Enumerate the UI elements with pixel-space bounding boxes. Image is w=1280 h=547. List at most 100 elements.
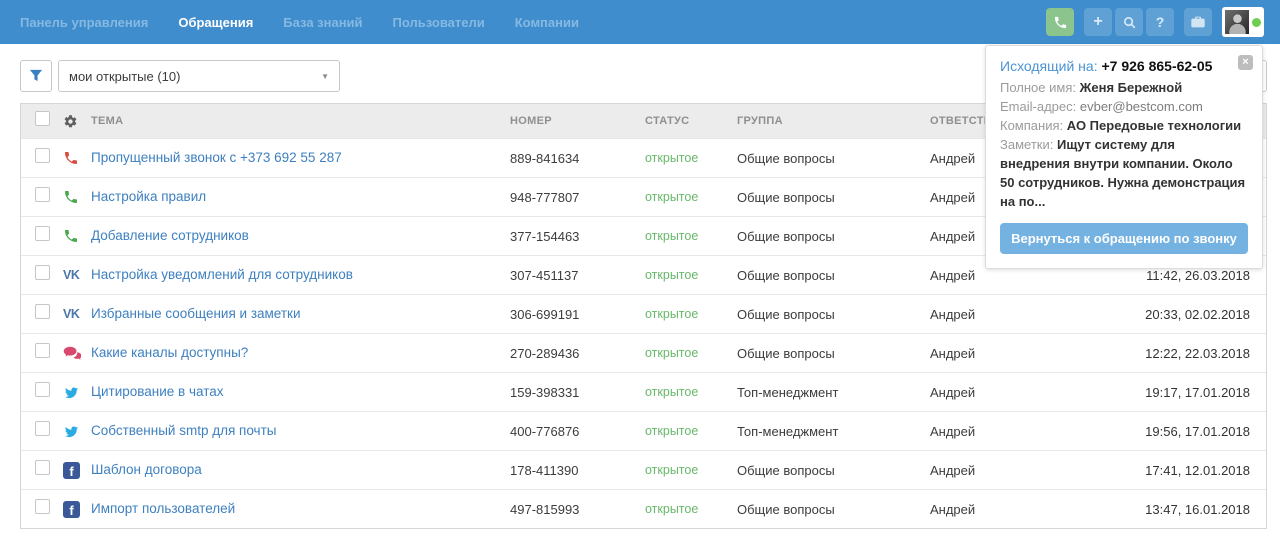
phone-icon: [1053, 15, 1068, 30]
popup-field-value: Женя Бережной: [1079, 80, 1183, 95]
filter-select[interactable]: мои открытые (10) ▼: [58, 60, 340, 92]
row-checkbox[interactable]: [35, 343, 50, 358]
ticket-status: открытое: [645, 307, 699, 321]
search-icon: [1122, 15, 1137, 30]
select-all-checkbox[interactable]: [35, 111, 50, 126]
ticket-assignee: Андрей: [930, 306, 976, 322]
ticket-number: 307-451137: [510, 267, 579, 283]
popup-field-label: Email-адрес:: [1000, 99, 1077, 114]
nav-item-label: Пользователи: [392, 14, 485, 30]
ticket-date: 13:47, 16.01.2018: [1145, 501, 1250, 517]
ticket-number: 889-841634: [510, 150, 580, 166]
ticket-topic-link[interactable]: Настройка правил: [91, 189, 207, 204]
filter-button[interactable]: [20, 60, 52, 92]
nav-actions: + ?: [1046, 7, 1264, 37]
ticket-topic-link[interactable]: Пропущенный звонок с +373 692 55 287: [91, 150, 342, 165]
row-checkbox[interactable]: [35, 460, 50, 475]
ticket-assignee: Андрей: [930, 501, 976, 517]
ticket-topic-link[interactable]: Шаблон договора: [91, 462, 202, 477]
return-to-ticket-button[interactable]: Вернуться к обращению по звонку: [1000, 223, 1248, 254]
popup-field-label: Заметки:: [1000, 137, 1054, 152]
facebook-icon: f: [63, 500, 80, 518]
table-row: f Шаблон договора 178-411390 открытое Об…: [21, 450, 1266, 489]
ticket-date: 19:56, 17.01.2018: [1145, 423, 1250, 439]
ticket-status: открытое: [645, 385, 699, 399]
row-checkbox[interactable]: [35, 421, 50, 436]
funnel-icon: [29, 69, 43, 83]
popup-field: Полное имя: Женя Бережной: [1000, 78, 1248, 97]
nav-item-label: Компании: [514, 14, 579, 30]
row-checkbox[interactable]: [35, 499, 50, 514]
nav-item[interactable]: Панель управления: [20, 15, 148, 30]
table-row: f Импорт пользователей 497-815993 открыт…: [21, 489, 1266, 528]
ticket-group: Топ-менеджмент: [737, 423, 839, 439]
ticket-assignee: Андрей: [930, 267, 976, 283]
ticket-status: открытое: [645, 268, 699, 282]
popup-body: Полное имя: Женя Бережной Email-адрес: ev…: [1000, 78, 1248, 211]
ticket-date: 20:33, 02.02.2018: [1145, 306, 1250, 322]
ticket-status: открытое: [645, 346, 699, 360]
row-checkbox[interactable]: [35, 304, 50, 319]
close-icon[interactable]: ×: [1238, 55, 1253, 70]
ticket-topic-link[interactable]: Настройка уведомлений для сотрудников: [91, 267, 353, 282]
ticket-group: Общие вопросы: [737, 189, 835, 205]
nav-item-label: Панель управления: [20, 14, 149, 30]
ticket-date: 12:22, 22.03.2018: [1145, 345, 1250, 361]
nav-item-label: База знаний: [283, 14, 363, 30]
popup-field: Email-адрес: evber@bestcom.com: [1000, 97, 1248, 116]
apps-button[interactable]: [1184, 8, 1212, 36]
ticket-group: Общие вопросы: [737, 462, 835, 478]
twitter-icon: [63, 385, 80, 400]
ticket-status: открытое: [645, 151, 699, 165]
main-nav: Панель управления Обращения База знаний Пол…: [20, 15, 579, 30]
ticket-topic-link[interactable]: Какие каналы доступны?: [91, 345, 249, 360]
popup-title-label: Исходящий на:: [1000, 58, 1098, 74]
ticket-date: 19:17, 17.01.2018: [1145, 384, 1250, 400]
ticket-topic-link[interactable]: Импорт пользователей: [91, 501, 236, 516]
search-button[interactable]: [1115, 8, 1143, 36]
ticket-assignee: Андрей: [930, 462, 976, 478]
ticket-assignee: Андрей: [930, 228, 976, 244]
user-avatar[interactable]: [1222, 7, 1264, 37]
missed-call-icon: [63, 150, 79, 166]
ticket-group: Общие вопросы: [737, 306, 835, 322]
row-checkbox[interactable]: [35, 382, 50, 397]
nav-item-label: Обращения: [178, 14, 254, 30]
vk-icon: VK: [63, 268, 80, 282]
nav-item[interactable]: Пользователи: [393, 15, 485, 30]
popup-title: Исходящий на: +7 926 865-62-05: [1000, 58, 1248, 74]
ticket-number: 400-776876: [510, 423, 580, 439]
call-icon: [63, 189, 79, 205]
popup-field: Компания: АО Передовые технологии: [1000, 116, 1248, 135]
ticket-topic-link[interactable]: Добавление сотрудников: [91, 228, 249, 243]
nav-item[interactable]: Компании: [515, 15, 579, 30]
ticket-status: открытое: [645, 463, 699, 477]
column-settings-gear-icon[interactable]: [63, 114, 78, 129]
ticket-topic-link[interactable]: Цитирование в чатах: [91, 384, 224, 399]
ticket-status: открытое: [645, 424, 699, 438]
twitter-icon: [63, 424, 80, 439]
ticket-topic-link[interactable]: Собственный smtp для почты: [91, 423, 277, 438]
add-button[interactable]: +: [1084, 8, 1112, 36]
popup-field-value: evber@bestcom.com: [1079, 99, 1203, 114]
nav-item[interactable]: База знаний: [283, 15, 362, 30]
question-icon: ?: [1155, 14, 1165, 30]
phone-button[interactable]: [1046, 8, 1074, 36]
ticket-group: Общие вопросы: [737, 501, 835, 517]
row-checkbox[interactable]: [35, 148, 50, 163]
ticket-group: Общие вопросы: [737, 267, 835, 283]
ticket-status: открытое: [645, 190, 699, 204]
row-checkbox[interactable]: [35, 187, 50, 202]
ticket-assignee: Андрей: [930, 345, 976, 361]
row-checkbox[interactable]: [35, 226, 50, 241]
nav-item[interactable]: Обращения: [178, 15, 253, 30]
popup-field-label: Компания:: [1000, 118, 1064, 133]
table-row: Цитирование в чатах 159-398331 открытое …: [21, 372, 1266, 411]
help-button[interactable]: ?: [1146, 8, 1174, 36]
ticket-assignee: Андрей: [930, 423, 976, 439]
ticket-number: 377-154463: [510, 228, 580, 244]
ticket-topic-link[interactable]: Избранные сообщения и заметки: [91, 306, 301, 321]
briefcase-icon: [1190, 14, 1206, 30]
row-checkbox[interactable]: [35, 265, 50, 280]
header-group: ГРУППА: [737, 115, 783, 127]
